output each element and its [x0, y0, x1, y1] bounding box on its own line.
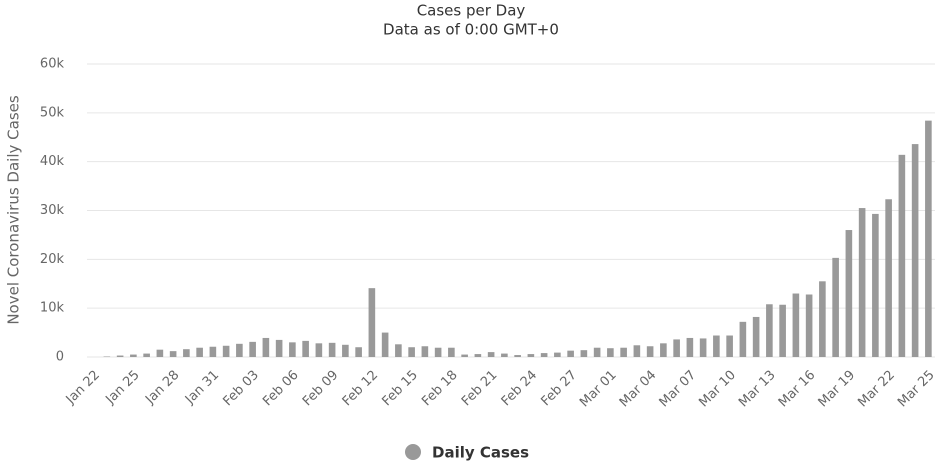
bar — [434, 347, 442, 357]
bar — [766, 304, 773, 357]
bar — [368, 288, 376, 357]
x-tick-label: Mar 07 — [657, 368, 700, 411]
bar — [925, 120, 932, 357]
bar — [779, 304, 786, 357]
bar — [607, 348, 614, 357]
bar — [461, 354, 468, 357]
bar — [196, 347, 203, 357]
bar — [554, 352, 561, 357]
bar — [474, 354, 482, 357]
y-tick-label: 10k — [40, 301, 65, 316]
bar — [381, 332, 389, 357]
bar — [421, 346, 429, 357]
x-tick-label: Mar 19 — [816, 368, 859, 411]
bar — [236, 343, 243, 357]
bar — [222, 345, 230, 357]
y-tick-label: 0 — [56, 350, 64, 365]
bar — [355, 347, 362, 357]
x-tick-label: Jan 28 — [142, 368, 182, 408]
y-tick-label: 50k — [40, 105, 65, 120]
bar — [501, 353, 508, 357]
x-tick-label: Mar 16 — [776, 368, 819, 411]
x-tick-label: Feb 12 — [340, 368, 382, 410]
x-tick-label: Feb 15 — [379, 368, 421, 410]
bar — [792, 293, 800, 357]
bar — [527, 354, 535, 357]
bar — [408, 347, 415, 357]
bar — [328, 342, 336, 357]
bar — [911, 144, 919, 357]
bar — [580, 350, 588, 357]
x-tick-label: Feb 18 — [419, 368, 461, 410]
x-tick-label: Feb 27 — [538, 368, 580, 410]
bar — [487, 352, 495, 357]
bar — [832, 257, 839, 357]
bar — [289, 342, 296, 357]
x-tick-label: Jan 25 — [103, 368, 143, 408]
bar — [620, 347, 627, 357]
bar — [713, 335, 720, 357]
x-tick-label: Jan 22 — [63, 368, 103, 408]
legend-label: Daily Cases — [432, 444, 529, 462]
bar — [646, 346, 654, 357]
x-tick-label: Jan 31 — [182, 368, 222, 408]
bar — [819, 281, 826, 357]
bar — [395, 344, 402, 357]
x-tick-label: Feb 03 — [220, 368, 262, 410]
y-axis-title: Novel Coronavirus Daily Cases — [5, 95, 23, 325]
bar — [898, 154, 906, 357]
bar — [169, 351, 177, 357]
bar — [567, 350, 574, 357]
x-tick-label: Mar 10 — [696, 368, 739, 411]
bar — [885, 199, 892, 357]
bar — [739, 321, 747, 357]
bar — [686, 337, 694, 357]
x-tick-label: Mar 13 — [736, 368, 779, 411]
bar — [673, 339, 680, 357]
bar — [116, 355, 124, 357]
y-tick-label: 40k — [40, 154, 65, 169]
x-tick-label: Feb 24 — [499, 368, 541, 410]
bar — [660, 343, 667, 357]
bar — [209, 346, 217, 357]
bar — [514, 355, 521, 357]
bar — [143, 353, 150, 357]
bar — [805, 294, 813, 357]
chart-title: Cases per Day — [417, 2, 526, 20]
x-tick-label: Feb 09 — [300, 368, 342, 410]
bar — [593, 347, 601, 357]
bar — [249, 341, 256, 357]
legend-marker — [405, 444, 421, 460]
y-tick-label: 60k — [40, 57, 65, 72]
bar — [872, 213, 879, 357]
x-tick-label: Mar 01 — [577, 368, 620, 411]
y-tick-label: 30k — [40, 203, 65, 218]
bar — [726, 335, 733, 357]
bar — [752, 316, 760, 357]
bar — [183, 349, 190, 357]
bar — [699, 338, 707, 357]
bar — [448, 347, 455, 357]
bar — [540, 353, 548, 357]
x-tick-label: Feb 06 — [260, 368, 302, 410]
bar — [302, 340, 309, 357]
bar — [633, 345, 641, 357]
x-tick-label: Mar 04 — [617, 368, 660, 411]
x-tick-label: Feb 21 — [459, 368, 501, 410]
x-tick-label: Mar 22 — [855, 368, 898, 411]
bar — [130, 354, 137, 357]
bar — [156, 349, 164, 357]
chart-subtitle: Data as of 0:00 GMT+0 — [383, 21, 559, 39]
bar — [342, 344, 349, 357]
bar — [275, 339, 283, 357]
bar — [315, 343, 323, 357]
bar — [262, 337, 270, 357]
x-tick-label: Mar 25 — [895, 368, 938, 411]
bar — [858, 208, 866, 357]
y-tick-label: 20k — [40, 252, 65, 267]
bar — [845, 230, 853, 357]
